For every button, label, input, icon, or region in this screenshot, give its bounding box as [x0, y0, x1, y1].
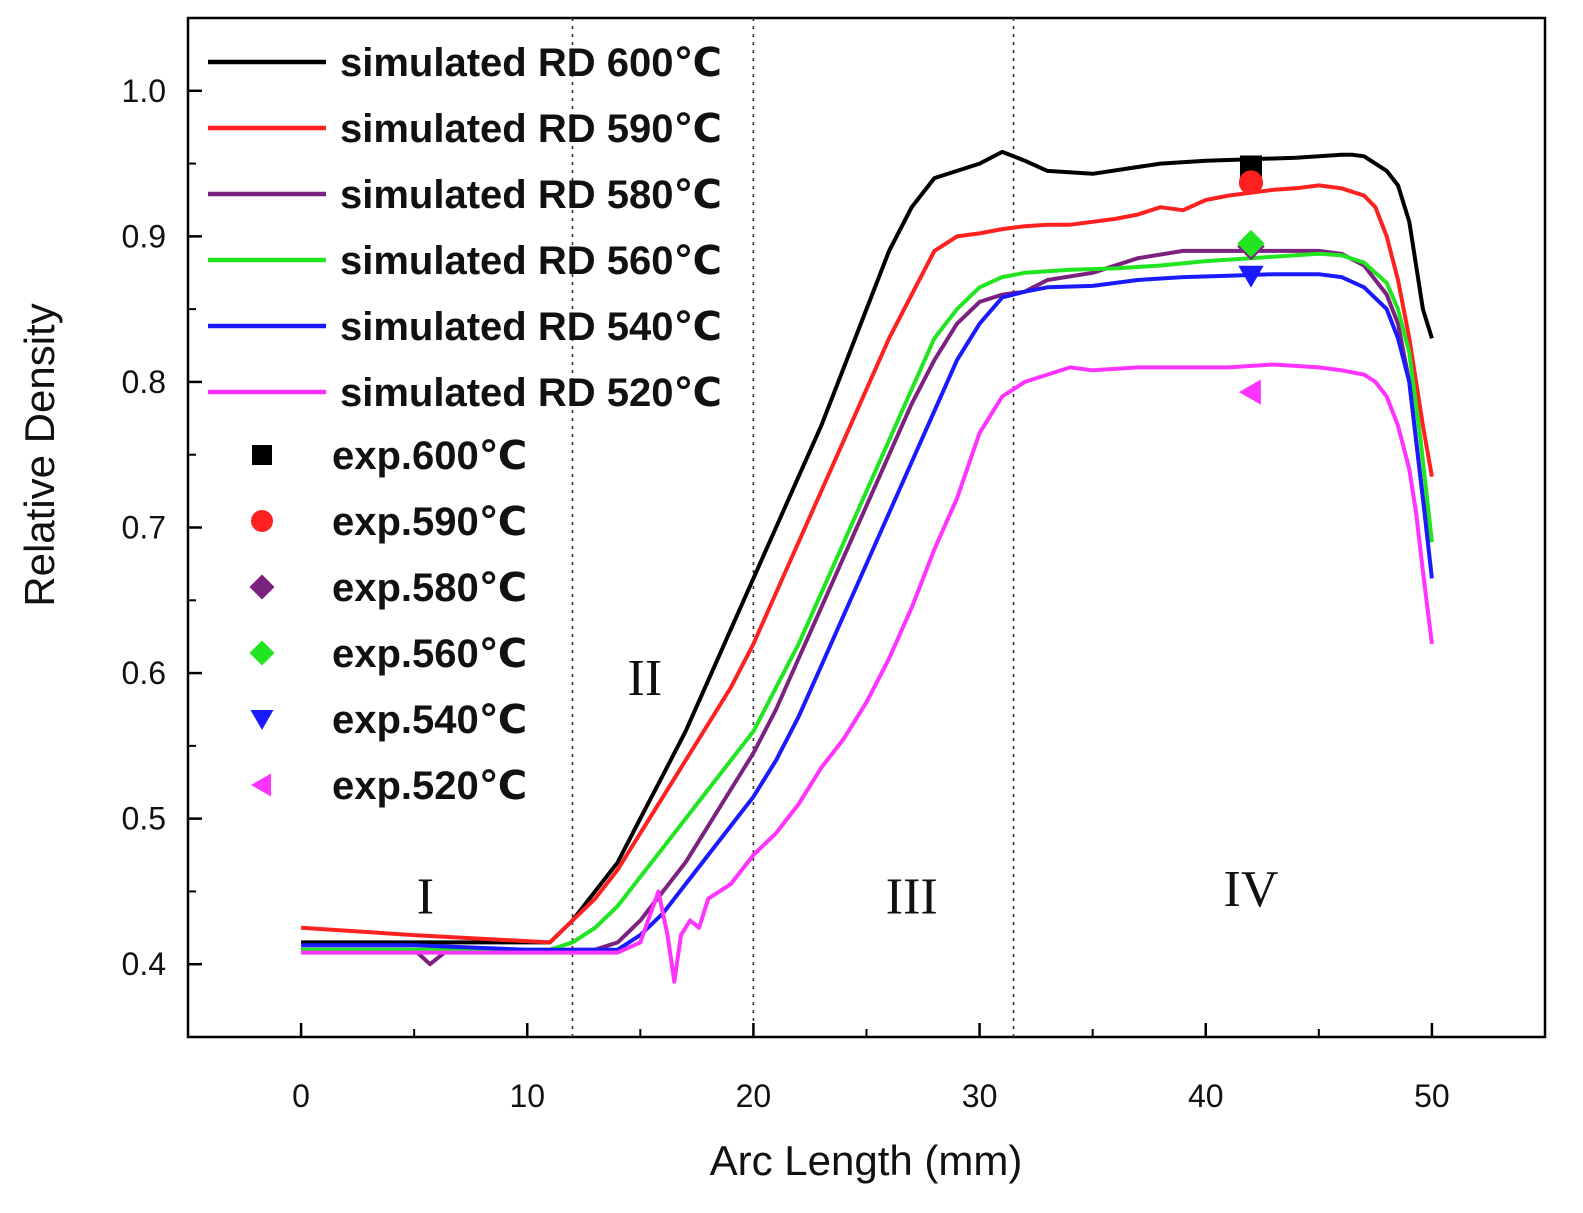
series-line-5: [301, 272, 1434, 952]
region-label-3: III: [886, 868, 938, 925]
legend-marker-2: [251, 510, 273, 532]
legend-marker-1: [252, 445, 272, 465]
legend-label-sim-1: simulated RD 600℃: [340, 41, 722, 85]
x-tick-label-30: 30: [962, 1078, 998, 1114]
exp-marker-11-1: [1238, 265, 1264, 288]
y-tick-label-0.4: 0.4: [122, 946, 166, 982]
axis-ticks: [188, 89, 1434, 1037]
region-label-2: II: [628, 650, 663, 707]
exp-marker-10-1: [1237, 229, 1265, 258]
legend-label-exp-3: exp.580℃: [332, 566, 527, 610]
series-line-1: [301, 149, 1434, 945]
region-label-1: I: [417, 868, 434, 925]
legend-label-sim-3: simulated RD 580℃: [340, 173, 722, 217]
y-tick-label-1.0: 1.0: [122, 73, 166, 109]
experimental-markers: [1237, 155, 1265, 405]
y-tick-label-0.7: 0.7: [122, 510, 166, 546]
exp-marker-12-1: [1238, 379, 1261, 405]
y-tick-label-0.9: 0.9: [122, 218, 166, 254]
legend-label-exp-5: exp.540℃: [332, 698, 527, 742]
region-label-4: IV: [1224, 861, 1279, 918]
series-line-2: [300, 183, 1434, 945]
x-tick-label-40: 40: [1188, 1078, 1224, 1114]
legend-label-sim-4: simulated RD 560℃: [340, 239, 722, 283]
y-tick-label-0.8: 0.8: [122, 364, 166, 400]
x-axis-title: Arc Length (mm): [710, 1137, 1023, 1184]
legend-label-sim-6: simulated RD 520℃: [340, 371, 722, 415]
legend-label-exp-6: exp.520℃: [332, 764, 527, 808]
legend-label-sim-2: simulated RD 590℃: [340, 107, 722, 151]
legend-marker-3: [249, 574, 275, 600]
legend-label-exp-4: exp.560℃: [332, 632, 527, 676]
y-axis-title: Relative Density: [16, 303, 63, 606]
legend-marker-6: [251, 773, 271, 797]
legend-label-exp-2: exp.590℃: [332, 500, 527, 544]
y-tick-label-0.5: 0.5: [122, 801, 166, 837]
legend-label-exp-1: exp.600℃: [332, 434, 527, 478]
series-line-4: [301, 251, 1434, 952]
legend: simulated RD 600℃ simulated RD 590℃ simula…: [208, 41, 722, 808]
x-tick-label-0: 0: [292, 1078, 310, 1114]
legend-marker-5: [250, 710, 274, 730]
legend-marker-4: [249, 640, 275, 666]
region-dividers: [571, 18, 1015, 1037]
x-tick-label-10: 10: [509, 1078, 545, 1114]
series-line-6: [301, 362, 1434, 984]
x-tick-label-20: 20: [736, 1078, 772, 1114]
y-tick-label-0.6: 0.6: [122, 655, 166, 691]
series-lines: [300, 149, 1434, 984]
legend-label-sim-5: simulated RD 540℃: [340, 305, 722, 349]
exp-marker-8-1: [1238, 170, 1264, 195]
x-tick-label-50: 50: [1414, 1078, 1450, 1114]
tick-labels: 0 10 20 30 40 50 0.4 0.5 0.6 0.7 0.8 0.9 1.0: [122, 73, 1450, 1114]
